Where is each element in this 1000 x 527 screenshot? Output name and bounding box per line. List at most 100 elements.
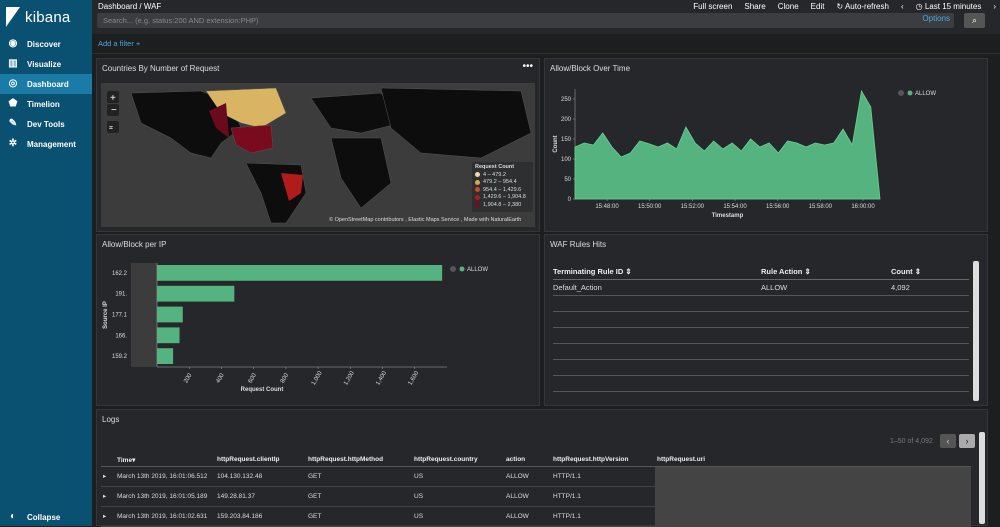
column-uri[interactable]: httpRequest.uri: [655, 454, 971, 467]
share-button[interactable]: Share: [744, 2, 766, 11]
add-filter-button[interactable]: Add a filter +: [98, 39, 141, 48]
auto-refresh-button[interactable]: ↻ Auto-refresh: [836, 2, 889, 11]
column-http-method[interactable]: httpRequest.httpMethod: [306, 454, 412, 467]
sidebar-item-dashboard[interactable]: ◎ Dashboard: [0, 74, 92, 94]
table-row: [553, 327, 969, 344]
time-picker[interactable]: ◷ Last 15 minutes: [916, 2, 982, 11]
sidebar-item-label: Management: [27, 139, 76, 149]
table-cell: ALLOW: [761, 279, 891, 296]
collapse-button[interactable]: ◐ Collapse: [0, 507, 92, 527]
y-tick-label: 100: [561, 157, 572, 163]
logs-table: Time▾ httpRequest.clientIp httpRequest.h…: [101, 454, 971, 527]
table-row: [553, 375, 969, 392]
legend-swatch: [459, 266, 465, 272]
edit-button[interactable]: Edit: [810, 2, 825, 11]
expand-row-icon[interactable]: ▸: [101, 466, 115, 487]
map-zoom-out-button[interactable]: −: [107, 104, 119, 116]
sidebar-item-visualize[interactable]: ▥ Visualize: [0, 54, 92, 74]
expand-row-icon[interactable]: ▸: [101, 506, 115, 527]
column-rule-action[interactable]: Rule Action ⇕: [761, 265, 891, 280]
column-country[interactable]: httpRequest.country: [412, 454, 504, 467]
refresh-icon: ↻: [836, 2, 845, 11]
area-chart[interactable]: 0 50 100 150 200 250 15:48:00 15:50:00 15:52:00 1…: [545, 79, 987, 231]
table-cell: US: [412, 486, 504, 507]
table-cell: US: [412, 466, 504, 487]
svg-text:+: +: [110, 93, 116, 104]
x-tick-label: 16:00:00: [851, 204, 875, 210]
column-label: httpRequest.uri: [657, 456, 706, 464]
next-time-icon[interactable]: ›: [993, 2, 996, 11]
sort-icon[interactable]: ⇕: [804, 267, 811, 277]
table-cell: [891, 375, 969, 392]
sidebar-item-label: Dashboard: [27, 79, 69, 89]
bar-chart[interactable]: 162.2 191. 177.1 166. 159.2 200 400 600 800 1,000…: [97, 255, 539, 405]
sidebar-item-timelion[interactable]: ⬟ Timelion: [0, 94, 92, 114]
map-land-africa: [330, 137, 392, 209]
map-legend-item: 1,904.8 – 2,380: [475, 201, 530, 209]
y-tick-label: 200: [561, 117, 572, 123]
full-screen-button[interactable]: Full screen: [693, 2, 733, 11]
table-cell: [761, 295, 891, 312]
table-scrollbar[interactable]: [973, 261, 979, 401]
x-tick-label: 1,600: [408, 370, 421, 387]
table-row[interactable]: ▸ March 13th 2019, 16:01:06.512 104.130.13…: [101, 466, 971, 487]
clone-button[interactable]: Clone: [777, 2, 799, 11]
area-series-allow: [574, 89, 881, 200]
map-legend: Request Count 4 – 479.2 479.2 – 954.4 954.…: [472, 162, 533, 212]
column-count[interactable]: Count ⇕: [891, 265, 969, 280]
app-name: kibana: [25, 8, 71, 26]
logs-scrollbar[interactable]: [979, 432, 985, 524]
x-tick-label: 15:56:00: [766, 204, 790, 210]
column-label: action: [506, 456, 526, 464]
sidebar-item-dev-tools[interactable]: ✎ Dev Tools: [0, 114, 92, 134]
map-zoom-in-button[interactable]: +: [107, 91, 119, 104]
kibana-logo[interactable]: kibana: [0, 0, 92, 34]
sort-icon[interactable]: ⇕: [914, 267, 922, 277]
x-tick-label: 15:52:00: [681, 204, 705, 210]
sidebar-item-discover[interactable]: ◉ Discover: [0, 34, 92, 54]
x-tick-label: 1,200: [343, 370, 356, 387]
column-http-version[interactable]: httpRequest.httpVersion: [551, 454, 655, 467]
sort-icon[interactable]: ⇕: [625, 267, 632, 277]
table-row[interactable]: ▸ March 13th 2019, 16:01:02.631 159.203.84…: [101, 506, 971, 527]
breadcrumb-dashboard[interactable]: Dashboard: [98, 2, 138, 11]
breadcrumb: Dashboard / WAF: [98, 2, 161, 11]
y-tick-label: 166.: [115, 333, 127, 339]
table-cell: GET: [306, 506, 412, 527]
map-alaska: [209, 103, 229, 138]
table-cell: [553, 327, 761, 344]
y-tick-label: 159.2: [112, 354, 128, 360]
column-action[interactable]: action: [504, 454, 551, 467]
table-row[interactable]: ▸ March 13th 2019, 16:01:05.189 149.28.81.…: [101, 486, 971, 507]
expand-row-icon[interactable]: ▸: [101, 486, 115, 507]
redacted-cell: [655, 506, 971, 527]
prev-page-button[interactable]: ‹: [940, 434, 956, 448]
legend-swatch: [907, 90, 913, 96]
column-label: httpRequest.httpVersion: [553, 456, 629, 464]
sidebar-item-management[interactable]: ✲ Management: [0, 134, 92, 154]
panel-options-icon[interactable]: •••: [522, 61, 533, 72]
table-cell: GET: [306, 486, 412, 507]
table-row: [553, 343, 969, 360]
next-page-button[interactable]: ›: [959, 434, 975, 448]
world-map[interactable]: + − ⌗: [101, 83, 535, 227]
table-cell: [761, 343, 891, 360]
y-tick-label: 250: [561, 97, 572, 103]
sort-down-icon[interactable]: ▾: [132, 456, 136, 464]
breadcrumb-current: WAF: [143, 2, 162, 11]
pagination-label: 1–50 of 4,092: [890, 438, 933, 445]
options-button[interactable]: Options: [922, 14, 950, 23]
search-button[interactable]: ⌕: [964, 13, 985, 28]
column-client-ip[interactable]: httpRequest.clientIp: [215, 454, 306, 467]
map-fit-bounds-button[interactable]: ⌗: [107, 121, 119, 133]
column-label: Terminating Rule ID: [553, 267, 624, 277]
map-land-europe: [310, 92, 402, 134]
panel-title: Logs: [102, 415, 120, 424]
panel-title: Countries By Number of Request: [102, 64, 220, 73]
search-input[interactable]: Search... (e.g. status:200 AND extension…: [97, 13, 954, 28]
x-axis-label: Timestamp: [712, 213, 744, 219]
table-cell: GET: [306, 466, 412, 487]
column-terminating-rule-id[interactable]: Terminating Rule ID ⇕: [553, 265, 761, 280]
prev-time-icon[interactable]: ‹: [900, 2, 904, 11]
column-time[interactable]: Time▾: [115, 454, 215, 467]
